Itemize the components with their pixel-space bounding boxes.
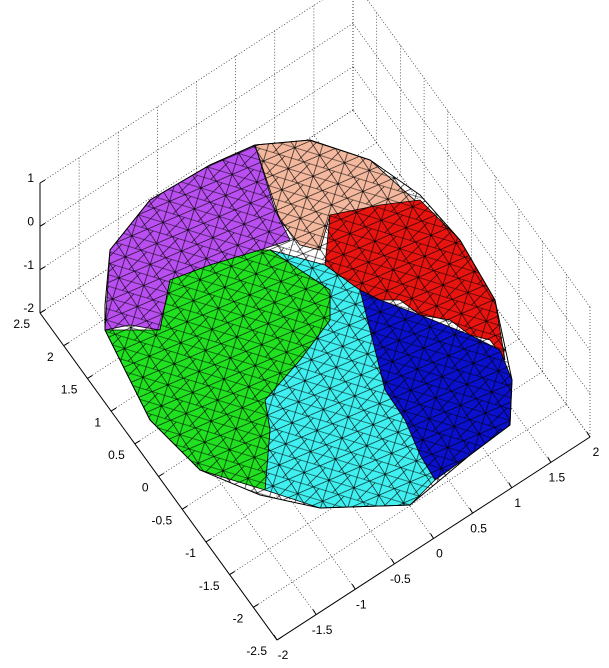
- x-tick-label: -2: [278, 648, 289, 662]
- tick-mark: [587, 432, 590, 437]
- x-tick-label: 2: [593, 445, 600, 459]
- x-tick-label: -1.5: [312, 623, 333, 637]
- tick-mark: [182, 506, 187, 509]
- tick-mark: [87, 375, 92, 378]
- y-tick-label: 1: [94, 415, 101, 429]
- x-tick-label: -1: [356, 597, 367, 611]
- y-tick-label: -2: [233, 611, 244, 625]
- mesh: [100, 135, 520, 515]
- tick-mark: [313, 610, 316, 615]
- tick-mark: [509, 483, 512, 488]
- x-tick-label: -0.5: [390, 572, 411, 586]
- y-tick-label: 2.5: [13, 317, 30, 331]
- y-tick-label: 1.5: [61, 383, 78, 397]
- tick-mark: [230, 572, 235, 575]
- y-tick-label: -1.5: [199, 579, 220, 593]
- x-tick-label: 1.5: [549, 471, 566, 485]
- x-tick-label: 1: [514, 496, 521, 510]
- tick-mark: [206, 539, 211, 542]
- y-tick-label: 0.5: [108, 448, 125, 462]
- tick-mark: [111, 408, 116, 411]
- x-tick-label: 0: [436, 547, 443, 561]
- tick-mark: [40, 223, 45, 226]
- y-tick-label: -0.5: [152, 513, 173, 527]
- tick-mark: [277, 637, 282, 640]
- y-tick-label: -1: [185, 546, 196, 560]
- tick-mark: [135, 441, 140, 444]
- z-tick-label: -1: [23, 258, 34, 272]
- z-tick-label: -2: [23, 301, 34, 315]
- z-tick-label: 0: [27, 215, 34, 229]
- tick-mark: [40, 180, 45, 183]
- y-tick-label: -2.5: [246, 644, 267, 658]
- tick-mark: [64, 343, 69, 346]
- tick-mark: [40, 267, 45, 270]
- tick-mark: [352, 584, 355, 589]
- tick-mark: [253, 604, 258, 607]
- y-tick-label: 0: [142, 481, 149, 495]
- tick-mark: [159, 474, 164, 477]
- tick-mark: [431, 534, 434, 539]
- chart: -2.5 -2 -1.5 -1 -0.5 0 0.5 1 1.5 2 2.5 -2 -1.5 -1 -0.5…: [0, 0, 609, 668]
- x-tick-label: 0.5: [470, 521, 487, 535]
- tick-mark: [274, 635, 277, 640]
- tick-mark: [548, 457, 551, 462]
- tick-mark: [470, 508, 473, 513]
- tick-mark: [40, 310, 45, 313]
- tick-mark: [391, 559, 394, 564]
- z-tick-label: 1: [27, 171, 34, 185]
- y-tick-label: 2: [47, 350, 54, 364]
